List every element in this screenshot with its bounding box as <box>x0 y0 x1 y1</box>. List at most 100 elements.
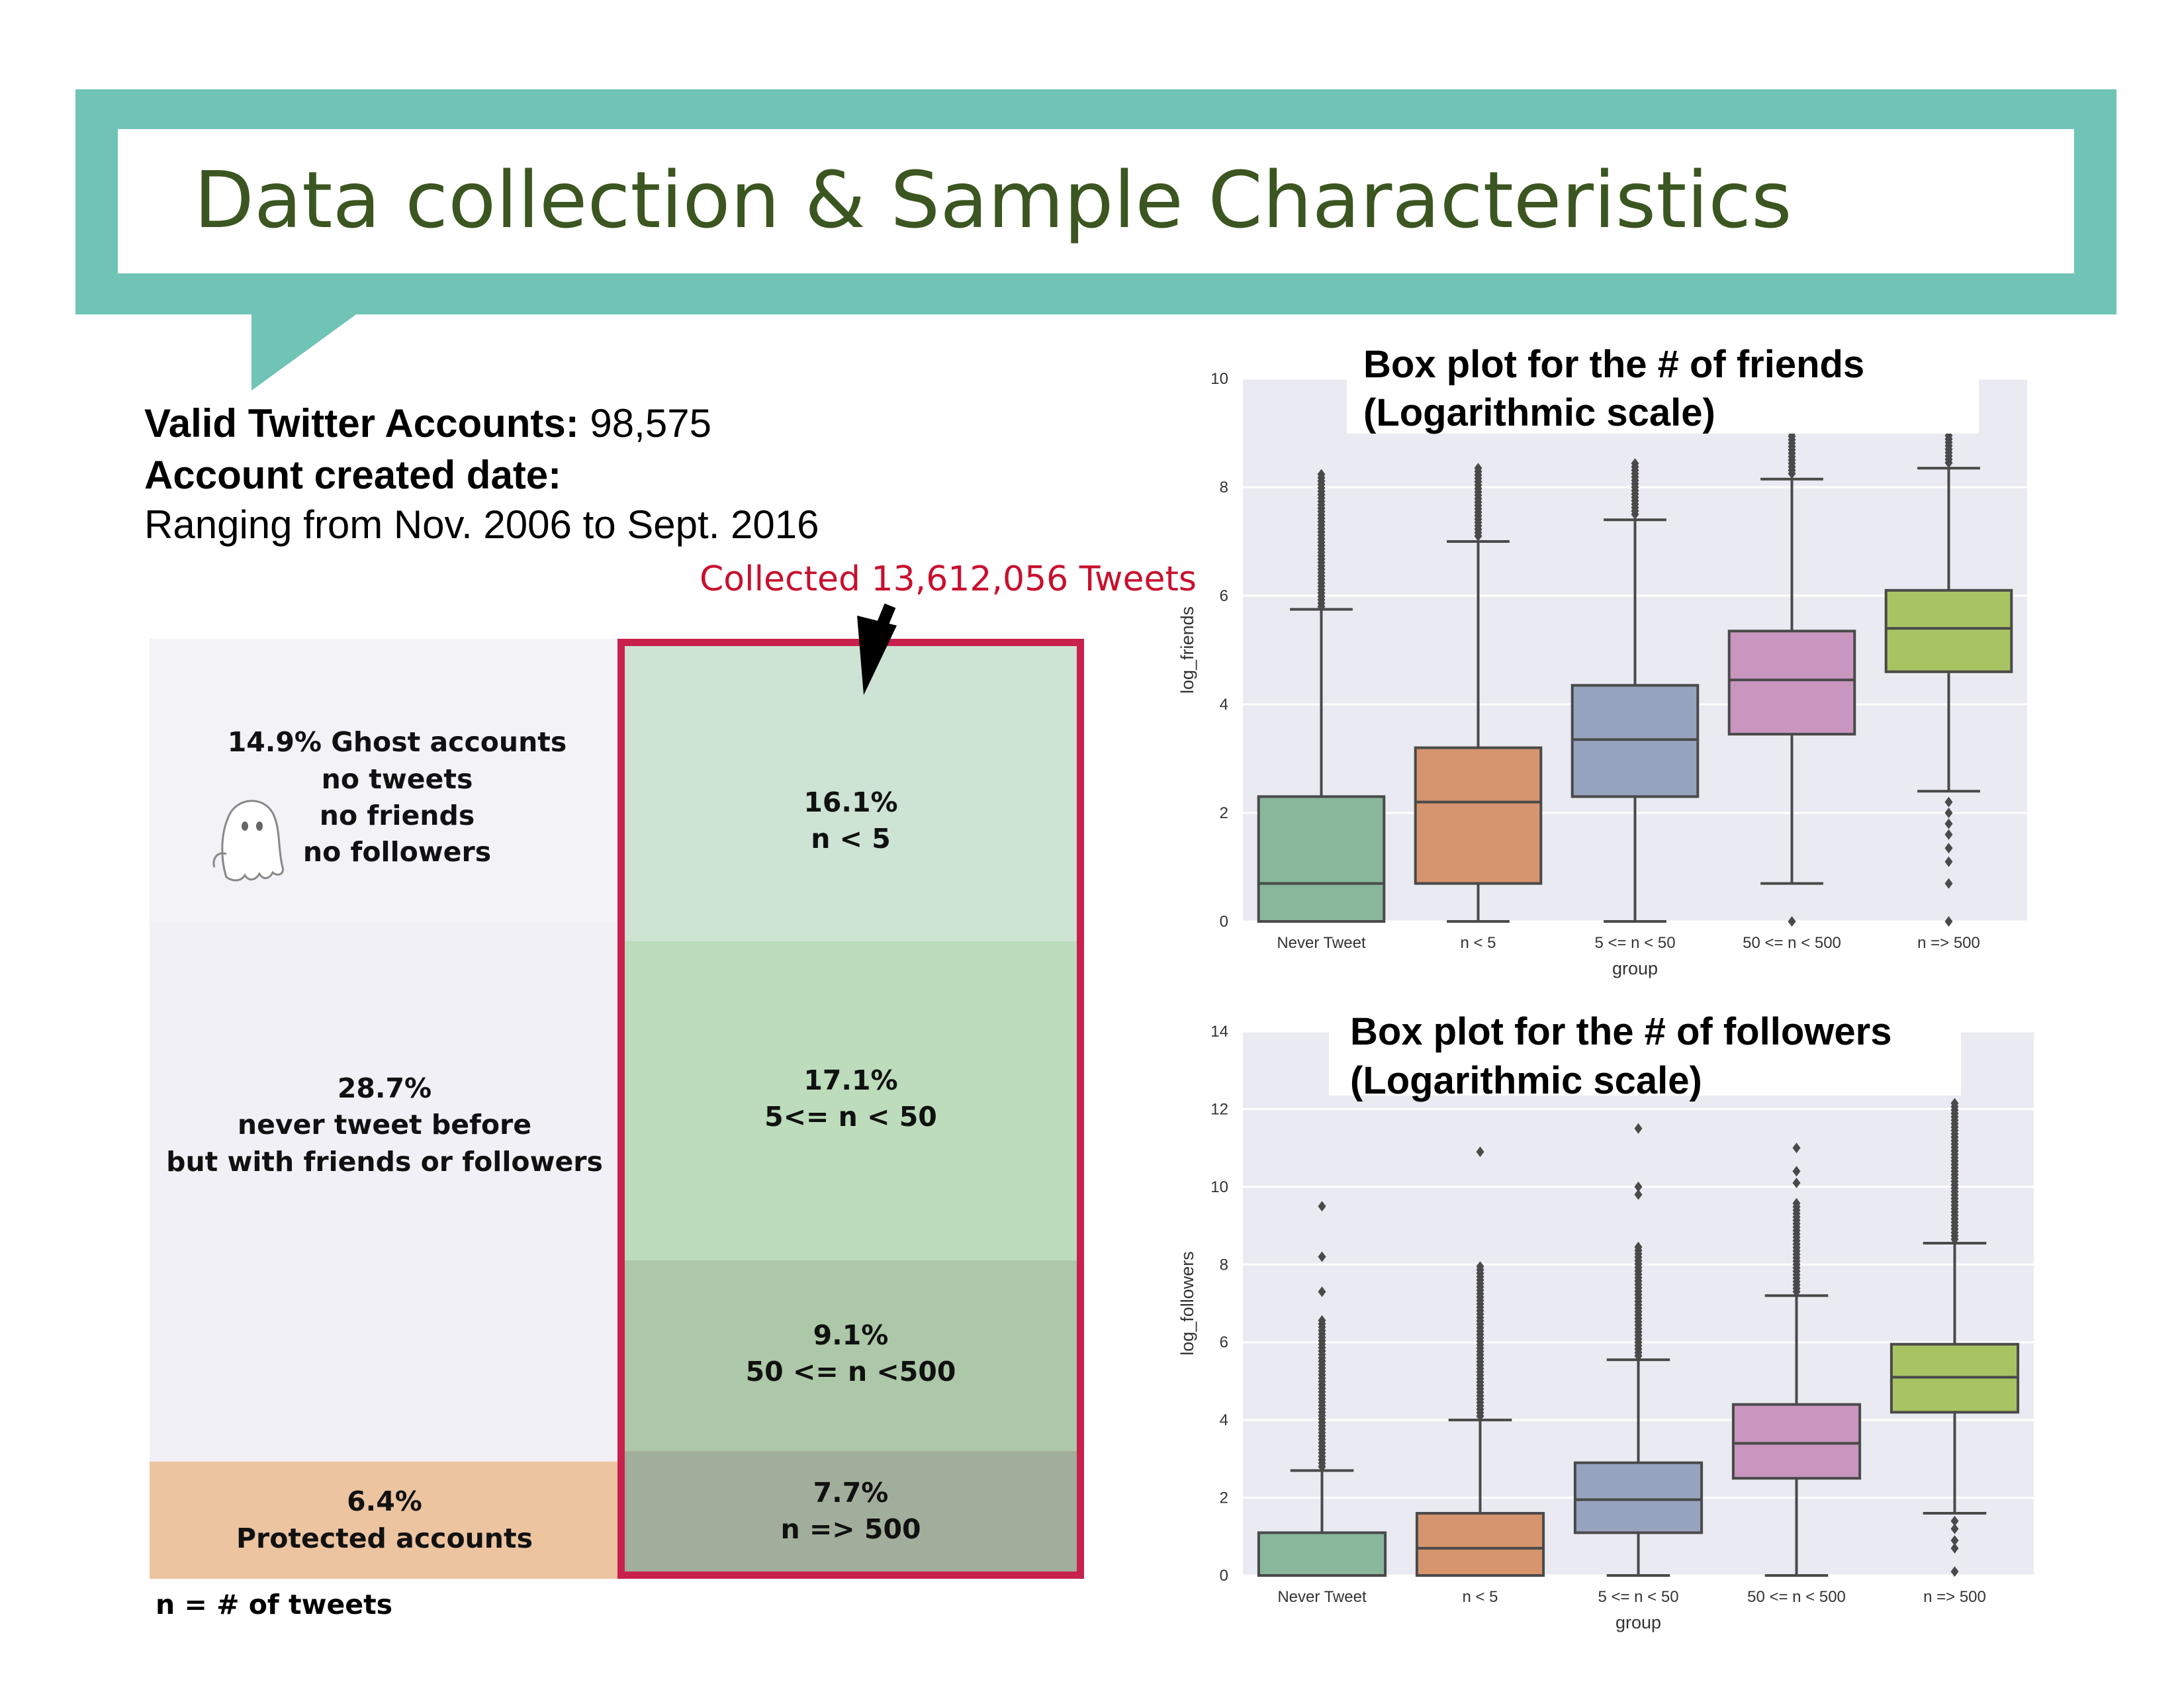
followers-flier <box>1792 1166 1801 1177</box>
friends-box <box>1884 588 2013 673</box>
friends-flier <box>1944 818 1953 829</box>
followers-ylabel: log_followers <box>1177 1251 1197 1356</box>
group-cell-1: 16.1% n < 5 <box>625 755 1077 887</box>
followers-flier <box>1950 1535 1959 1546</box>
followers-flier <box>1318 1315 1326 1326</box>
followers-xtick-label: Never Tweet <box>1277 1588 1367 1606</box>
tweet-count-legend: n = # of tweets <box>156 1589 393 1620</box>
group-cell-4: 7.7% n => 500 <box>625 1451 1077 1571</box>
followers-ytick-label: 10 <box>1210 1178 1228 1196</box>
friends-ytick-label: 0 <box>1220 913 1228 931</box>
followers-xtick-label: n < 5 <box>1462 1588 1498 1606</box>
friends-flier <box>1474 463 1482 474</box>
followers-flier <box>1634 1241 1643 1252</box>
friends-flier <box>1631 458 1639 469</box>
friends-xtick-label: n => 500 <box>1917 934 1980 952</box>
friends-chart-title: Box plot for the # of friends <box>1363 343 1864 386</box>
friends-flier <box>1944 878 1953 889</box>
friends-flier <box>1944 843 1953 854</box>
group-cell-2: 17.1% 5<= n < 50 <box>625 1033 1077 1165</box>
friends-ytick-label: 8 <box>1220 479 1228 496</box>
created-range: Ranging from Nov. 2006 to Sept. 2016 <box>144 502 819 547</box>
followers-chart-title: Box plot for the # of followers <box>1350 1010 1891 1053</box>
group-fill-2 <box>625 941 1077 1260</box>
friends-xtick-label: 5 <= n < 50 <box>1594 934 1675 952</box>
followers-flier <box>1634 1123 1643 1134</box>
friends-box <box>1414 746 1543 885</box>
friends-ytick-label: 2 <box>1220 804 1228 822</box>
followers-flier <box>1950 1542 1959 1554</box>
followers-ytick-label: 4 <box>1220 1411 1228 1429</box>
followers-flier <box>1950 1523 1959 1534</box>
followers-title-bg <box>1329 1000 1961 1096</box>
friends-title-bg <box>1347 344 1979 434</box>
created-label-line: Account created date: <box>144 452 561 498</box>
friends-flier <box>1944 856 1953 867</box>
ghost-icon <box>212 800 285 882</box>
group-2-pct: 17.1% <box>803 1064 898 1096</box>
friends-box <box>1570 684 1700 798</box>
accounts-value: 98,575 <box>578 401 711 445</box>
followers-flier <box>1476 1147 1484 1158</box>
followers-flier <box>1476 1261 1484 1272</box>
followers-box <box>1731 1403 1862 1480</box>
group-3-pct: 9.1% <box>813 1319 889 1351</box>
group-3-label: 50 <= n <500 <box>745 1356 956 1387</box>
friends-flier <box>1788 916 1796 927</box>
followers-flier <box>1792 1197 1801 1209</box>
group-4-pct: 7.7% <box>813 1476 889 1509</box>
followers-ytick-label: 14 <box>1210 1023 1228 1041</box>
friends-box <box>1257 795 1386 923</box>
friends-ytick-label: 6 <box>1220 587 1228 605</box>
friends-flier <box>1944 796 1953 808</box>
never-tweet-cell: 28.7% never tweet before but with friend… <box>150 1059 619 1192</box>
followers-ytick-label: 6 <box>1220 1334 1228 1352</box>
never-tweet-line-3: but with friends or followers <box>166 1145 603 1178</box>
title-banner: Data collection & Sample Characteristics <box>75 89 2116 314</box>
friends-xtick-label: 50 <= n < 500 <box>1743 934 1841 952</box>
friends-flier <box>1944 916 1953 927</box>
accounts-line: Valid Twitter Accounts: 98,575 <box>144 400 711 446</box>
followers-xlabel: group <box>1615 1613 1661 1632</box>
friends-ylabel: log_friends <box>1177 606 1197 694</box>
friends-chart-subtitle: (Logarithmic scale) <box>1363 391 1715 434</box>
followers-box <box>1573 1461 1704 1534</box>
ghost-line-1: 14.9% Ghost accounts <box>227 726 567 759</box>
friends-flier <box>1944 829 1953 840</box>
friends-ytick-label: 10 <box>1210 370 1228 388</box>
group-2-label: 5<= n < 50 <box>764 1101 937 1133</box>
ghost-line-4: no followers <box>302 836 492 868</box>
friends-box <box>1727 630 1856 736</box>
group-fill-1 <box>625 646 1077 941</box>
followers-flier <box>1318 1251 1326 1262</box>
ghost-line-2: no tweets <box>321 763 473 795</box>
accounts-label: Valid Twitter Accounts: <box>144 401 579 445</box>
collected-label: Collected 13,612,056 Tweets <box>700 559 1197 599</box>
followers-flier <box>1318 1286 1326 1297</box>
protected-accounts-cell: 6.4% Protected accounts <box>150 1462 619 1579</box>
ghost-line-3: no friends <box>319 800 475 831</box>
followers-box <box>1415 1512 1545 1577</box>
created-label: Account created date: <box>144 453 562 497</box>
group-cell-3: 9.1% 50 <= n <500 <box>625 1288 1077 1420</box>
never-tweet-line-2: never tweet before <box>237 1109 532 1141</box>
followers-xtick-label: 5 <= n < 50 <box>1598 1588 1678 1606</box>
friends-flier <box>1944 808 1953 818</box>
protected-line-2: Protected accounts <box>236 1522 533 1554</box>
friends-ytick-label: 4 <box>1220 696 1228 714</box>
followers-flier <box>1950 1515 1959 1526</box>
followers-ytick-label: 12 <box>1210 1100 1228 1118</box>
group-1-label: n < 5 <box>811 823 891 855</box>
followers-xtick-label: n => 500 <box>1923 1588 1986 1606</box>
group-4-label: n => 500 <box>780 1513 921 1545</box>
followers-flier <box>1950 1098 1959 1109</box>
group-1-pct: 16.1% <box>803 786 898 818</box>
friends-xtick-label: Never Tweet <box>1277 934 1366 952</box>
followers-flier <box>1634 1181 1643 1192</box>
group-fill-3 <box>625 1260 1077 1451</box>
slide-title: Data collection & Sample Characteristics <box>194 154 1792 246</box>
followers-ytick-label: 2 <box>1220 1489 1228 1507</box>
